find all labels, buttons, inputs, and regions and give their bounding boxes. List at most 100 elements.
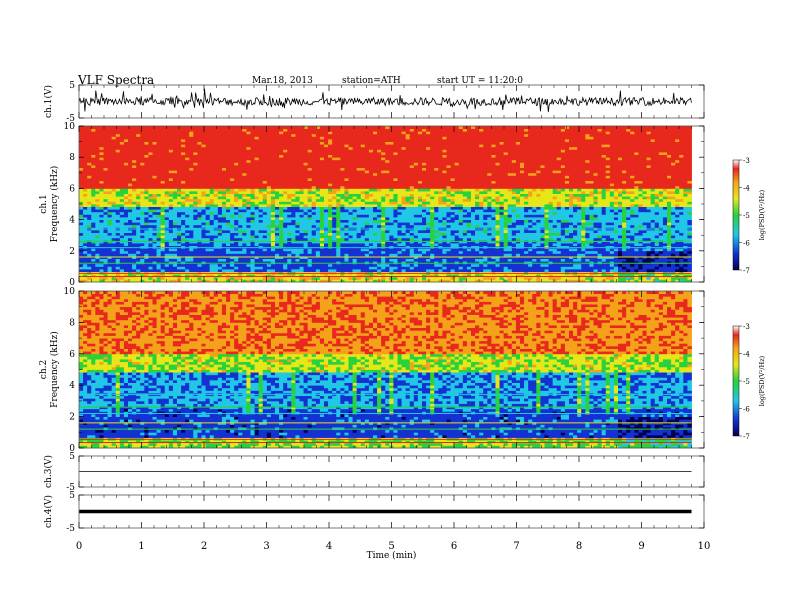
heatmap-cell [246, 173, 250, 176]
heatmap-cell [246, 217, 250, 220]
heatmap-cell [251, 248, 255, 251]
heatmap-cell [177, 220, 181, 223]
heatmap-cell [218, 230, 222, 233]
heatmap-cell [222, 266, 226, 269]
heatmap-cell [99, 142, 103, 145]
heatmap-cell [157, 160, 161, 163]
heatmap-cell [177, 251, 181, 254]
heatmap-cell [214, 277, 218, 280]
heatmap-cell [202, 165, 206, 168]
heatmap-cell [153, 170, 157, 173]
heatmap-cell [238, 207, 242, 210]
heatmap-cell [83, 144, 87, 147]
heatmap-cell [210, 199, 214, 202]
heatmap-cell [251, 233, 255, 236]
heatmap-cell [222, 136, 226, 139]
heatmap-cell [230, 266, 234, 269]
heatmap-cell [238, 269, 242, 272]
heatmap-cell [193, 139, 197, 142]
heatmap-cell [214, 209, 218, 212]
heatmap-cell [112, 209, 116, 212]
heatmap-cell [242, 259, 246, 262]
heatmap-cell [136, 269, 140, 272]
heatmap-cell [112, 220, 116, 223]
heatmap-cell [95, 129, 99, 132]
heatmap-cell [112, 144, 116, 147]
heatmap-cell [95, 173, 99, 176]
heatmap-cell [108, 136, 112, 139]
heatmap-cell [222, 155, 226, 158]
heatmap-cell [218, 199, 222, 202]
heatmap-cell [128, 225, 132, 228]
heatmap-cell [202, 147, 206, 150]
heatmap-cell [112, 217, 116, 220]
heatmap-cell [242, 196, 246, 199]
heatmap-cell [153, 165, 157, 168]
heatmap-cell [161, 214, 165, 217]
heatmap-cell [169, 178, 173, 181]
heatmap-cell [99, 264, 103, 267]
heatmap-cell [95, 183, 99, 186]
heatmap-cell [144, 162, 148, 165]
heatmap-cell [108, 194, 112, 197]
heatmap-cell [148, 230, 152, 233]
heatmap-cell [120, 191, 124, 194]
heatmap-cell [148, 238, 152, 241]
heatmap-cell [144, 149, 148, 152]
heatmap-cell [181, 212, 185, 215]
heatmap-cell [136, 191, 140, 194]
heatmap-cell [104, 204, 108, 207]
heatmap-cell [104, 264, 108, 267]
heatmap-cell [202, 235, 206, 238]
heatmap-cell [153, 149, 157, 152]
heatmap-cell [189, 147, 193, 150]
heatmap-cell [214, 165, 218, 168]
heatmap-cell [124, 155, 128, 158]
heatmap-cell [95, 204, 99, 207]
heatmap-cell [128, 233, 132, 236]
heatmap-cell [128, 126, 132, 129]
heatmap-cell [161, 170, 165, 173]
heatmap-cell [153, 157, 157, 160]
heatmap-cell [234, 165, 238, 168]
heatmap-cell [226, 277, 230, 280]
heatmap-cell [214, 170, 218, 173]
heatmap-cell [95, 168, 99, 171]
heatmap-cell [116, 248, 120, 251]
heatmap-cell [148, 173, 152, 176]
heatmap-cell [128, 162, 132, 165]
heatmap-cell [116, 191, 120, 194]
heatmap-cell [189, 196, 193, 199]
heatmap-cell [132, 251, 136, 254]
heatmap-cell [246, 175, 250, 178]
heatmap-cell [230, 191, 234, 194]
heatmap-cell [193, 131, 197, 134]
heatmap-cell [144, 277, 148, 280]
heatmap-cell [246, 170, 250, 173]
heatmap-cell [197, 238, 201, 241]
heatmap-cell [99, 225, 103, 228]
heatmap-cell [210, 222, 214, 225]
heatmap-cell [124, 248, 128, 251]
heatmap-cell [140, 199, 144, 202]
heatmap-cell [202, 196, 206, 199]
heatmap-cell [91, 170, 95, 173]
heatmap-cell [169, 168, 173, 171]
heatmap-cell [148, 142, 152, 145]
heatmap-cell [177, 157, 181, 160]
heatmap-cell [104, 136, 108, 139]
heatmap-cell [104, 243, 108, 246]
heatmap-cell [206, 201, 210, 204]
heatmap-cell [210, 175, 214, 178]
heatmap-cell [177, 248, 181, 251]
heatmap-cell [112, 233, 116, 236]
heatmap-cell [210, 243, 214, 246]
heatmap-cell [104, 173, 108, 176]
heatmap-cell [197, 139, 201, 142]
heatmap-cell [210, 248, 214, 251]
heatmap-cell [218, 277, 222, 280]
heatmap-cell [132, 168, 136, 171]
heatmap-cell [238, 230, 242, 233]
heatmap-cell [214, 134, 218, 137]
heatmap-cell [242, 222, 246, 225]
